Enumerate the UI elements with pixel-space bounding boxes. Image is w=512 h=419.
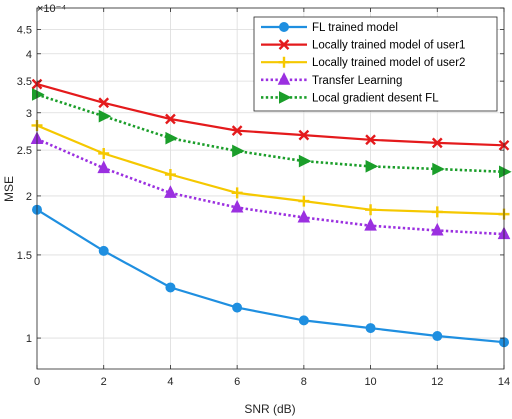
data-point bbox=[231, 187, 243, 199]
data-point bbox=[298, 154, 312, 168]
x-axis-label: SNR (dB) bbox=[244, 402, 295, 416]
y-axis-label: MSE bbox=[2, 176, 16, 202]
data-point bbox=[230, 199, 244, 213]
legend-label: Local gradient desent FL bbox=[312, 92, 439, 104]
data-point bbox=[365, 204, 377, 216]
series-line bbox=[36, 124, 505, 216]
data-point bbox=[298, 315, 309, 326]
y-tick-label: 2.5 bbox=[17, 145, 32, 157]
data-point bbox=[298, 195, 310, 207]
data-point bbox=[297, 209, 311, 223]
y-tick-label: 1.5 bbox=[17, 250, 32, 262]
x-tick-label: 12 bbox=[431, 376, 443, 388]
data-point bbox=[98, 97, 110, 109]
x-tick-label: 10 bbox=[364, 376, 376, 388]
data-point bbox=[231, 125, 243, 136]
data-point bbox=[499, 165, 512, 179]
y-tick-label: 4 bbox=[26, 49, 32, 61]
data-point bbox=[164, 169, 176, 181]
y-exponent-label: ×10⁻⁴ bbox=[37, 3, 66, 15]
x-tick-label: 2 bbox=[101, 376, 107, 388]
data-point bbox=[365, 134, 376, 146]
data-point bbox=[432, 331, 443, 342]
data-point bbox=[165, 131, 179, 145]
legend-item: FL trained model bbox=[261, 22, 398, 34]
legend-marker bbox=[279, 91, 292, 104]
data-point bbox=[431, 206, 443, 218]
data-point bbox=[365, 160, 379, 173]
y-tick-label: 1 bbox=[26, 333, 32, 345]
legend-marker bbox=[277, 72, 291, 85]
data-point bbox=[97, 160, 111, 174]
data-point bbox=[430, 222, 444, 236]
series-2 bbox=[31, 78, 510, 151]
series-line bbox=[36, 208, 505, 344]
legend-item: Transfer Learning bbox=[261, 72, 402, 87]
legend-item: Locally trained model of user2 bbox=[261, 56, 465, 69]
data-point bbox=[164, 185, 177, 198]
x-tick-label: 14 bbox=[498, 376, 510, 388]
y-tick-label: 3 bbox=[26, 108, 32, 120]
series-line bbox=[36, 93, 505, 174]
legend-marker bbox=[278, 56, 290, 68]
legend-item: Locally trained model of user1 bbox=[261, 39, 465, 52]
data-point bbox=[98, 245, 109, 256]
series-layer bbox=[30, 78, 512, 348]
series-line bbox=[36, 83, 505, 147]
legend: FL trained model Locally trained model of… bbox=[253, 16, 498, 112]
data-point bbox=[431, 137, 443, 149]
y-tick-label: 4.5 bbox=[17, 25, 32, 37]
legend-label: Transfer Learning bbox=[312, 75, 402, 87]
series-5 bbox=[32, 88, 512, 179]
legend-item: Local gradient desent FL bbox=[261, 91, 439, 104]
series-1 bbox=[32, 204, 509, 348]
y-tick-label: 2 bbox=[26, 191, 32, 203]
series-line bbox=[36, 137, 505, 236]
x-tick-label: 4 bbox=[167, 376, 173, 388]
legend-marker bbox=[279, 22, 289, 32]
data-point bbox=[165, 113, 176, 125]
data-point bbox=[432, 162, 445, 176]
data-point bbox=[32, 88, 45, 101]
data-point bbox=[98, 109, 112, 123]
legend-box bbox=[253, 16, 498, 112]
legend-marker bbox=[278, 39, 290, 50]
data-point bbox=[232, 144, 245, 158]
data-point bbox=[298, 129, 310, 141]
legend-label: Locally trained model of user1 bbox=[312, 40, 465, 52]
data-point bbox=[232, 302, 243, 313]
plot-frame bbox=[36, 7, 505, 370]
tick-layer: 0 2 4 6 8 10 12 14 1 1.5 2 2.5 3 3.5 4 4.5 bbox=[17, 7, 510, 388]
x-tick-label: 6 bbox=[234, 376, 240, 388]
x-tick-label: 0 bbox=[34, 376, 40, 388]
data-point bbox=[165, 282, 176, 293]
y-tick-label: 3.5 bbox=[17, 76, 32, 88]
legend-label: Locally trained model of user2 bbox=[312, 57, 465, 69]
legend-label: FL trained model bbox=[312, 22, 398, 34]
data-point bbox=[364, 218, 377, 231]
data-point bbox=[98, 147, 110, 159]
x-tick-label: 8 bbox=[301, 376, 307, 388]
data-point bbox=[365, 323, 376, 334]
